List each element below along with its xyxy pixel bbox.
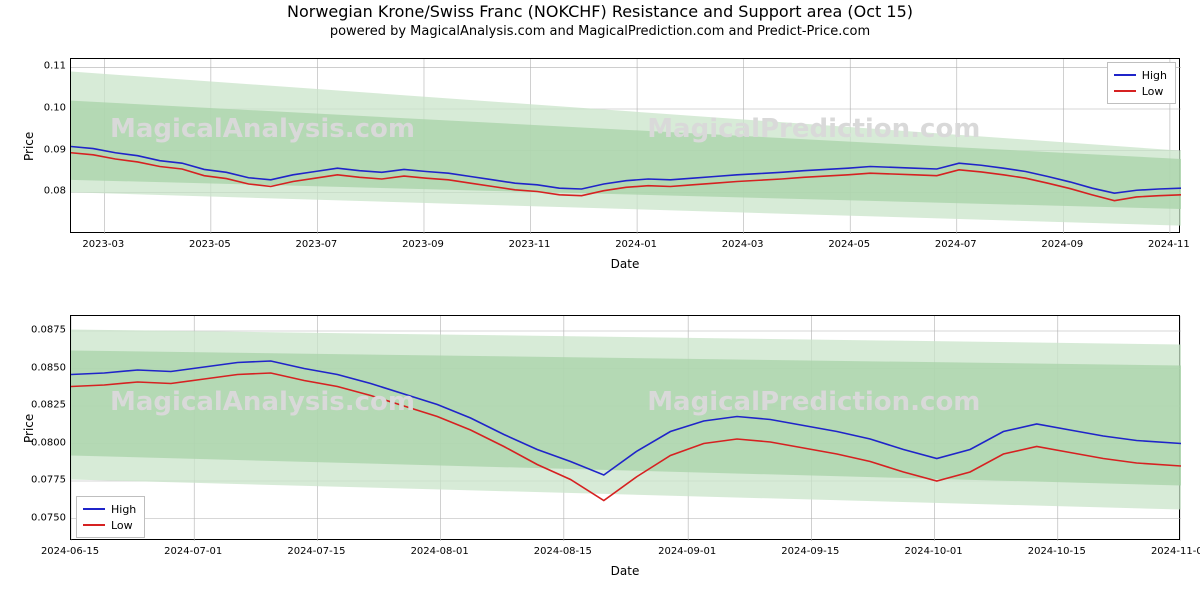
x-tick-label: 2024-07-01	[164, 546, 222, 557]
y-tick-label: 0.11	[26, 61, 66, 72]
chart-title: Norwegian Krone/Swiss Franc (NOKCHF) Res…	[0, 2, 1200, 21]
legend-label: Low	[111, 519, 133, 532]
y-tick-label: 0.10	[26, 103, 66, 114]
x-tick-label: 2024-08-01	[411, 546, 469, 557]
x-tick-label: 2024-06-15	[41, 546, 99, 557]
y-tick-label: 0.0775	[26, 475, 66, 486]
y-tick-label: 0.0875	[26, 325, 66, 336]
legend-item: Low	[1114, 83, 1167, 99]
y-tick-label: 0.0850	[26, 362, 66, 373]
chart-svg	[71, 59, 1181, 234]
legend-label: High	[1142, 69, 1167, 82]
legend-swatch	[83, 524, 105, 526]
x-tick-label: 2024-08-15	[534, 546, 592, 557]
x-tick-label: 2024-01	[615, 239, 657, 250]
x-tick-label: 2024-07	[935, 239, 977, 250]
chart-panel-top	[70, 58, 1180, 233]
legend-label: High	[111, 503, 136, 516]
x-tick-label: 2024-07-15	[287, 546, 345, 557]
x-tick-label: 2023-09	[402, 239, 444, 250]
y-tick-label: 0.0825	[26, 400, 66, 411]
x-tick-label: 2024-11-01	[1151, 546, 1200, 557]
y-tick-label: 0.08	[26, 186, 66, 197]
chart-svg	[71, 316, 1181, 541]
x-tick-label: 2024-09	[1041, 239, 1083, 250]
x-tick-label: 2024-10-01	[905, 546, 963, 557]
x-tick-label: 2024-05	[828, 239, 870, 250]
legend-item: Low	[83, 517, 136, 533]
figure: Norwegian Krone/Swiss Franc (NOKCHF) Res…	[0, 0, 1200, 600]
x-tick-label: 2024-11	[1148, 239, 1190, 250]
legend: High Low	[76, 496, 145, 538]
y-tick-label: 0.0750	[26, 512, 66, 523]
x-tick-label: 2024-09-15	[781, 546, 839, 557]
x-tick-label: 2024-03	[722, 239, 764, 250]
legend-swatch	[1114, 90, 1136, 92]
legend-item: High	[83, 501, 136, 517]
x-tick-label: 2023-11	[509, 239, 551, 250]
x-tick-label: 2023-05	[189, 239, 231, 250]
x-tick-label: 2024-10-15	[1028, 546, 1086, 557]
y-tick-label: 0.09	[26, 144, 66, 155]
legend-swatch	[1114, 74, 1136, 76]
x-tick-label: 2023-03	[82, 239, 124, 250]
legend: High Low	[1107, 62, 1176, 104]
x-axis-label: Date	[70, 257, 1180, 271]
legend-label: Low	[1142, 85, 1164, 98]
chart-subtitle: powered by MagicalAnalysis.com and Magic…	[0, 24, 1200, 39]
chart-panel-bottom	[70, 315, 1180, 540]
legend-swatch	[83, 508, 105, 510]
x-tick-label: 2023-07	[296, 239, 338, 250]
x-tick-label: 2024-09-01	[658, 546, 716, 557]
y-tick-label: 0.0800	[26, 437, 66, 448]
legend-item: High	[1114, 67, 1167, 83]
x-axis-label: Date	[70, 564, 1180, 578]
